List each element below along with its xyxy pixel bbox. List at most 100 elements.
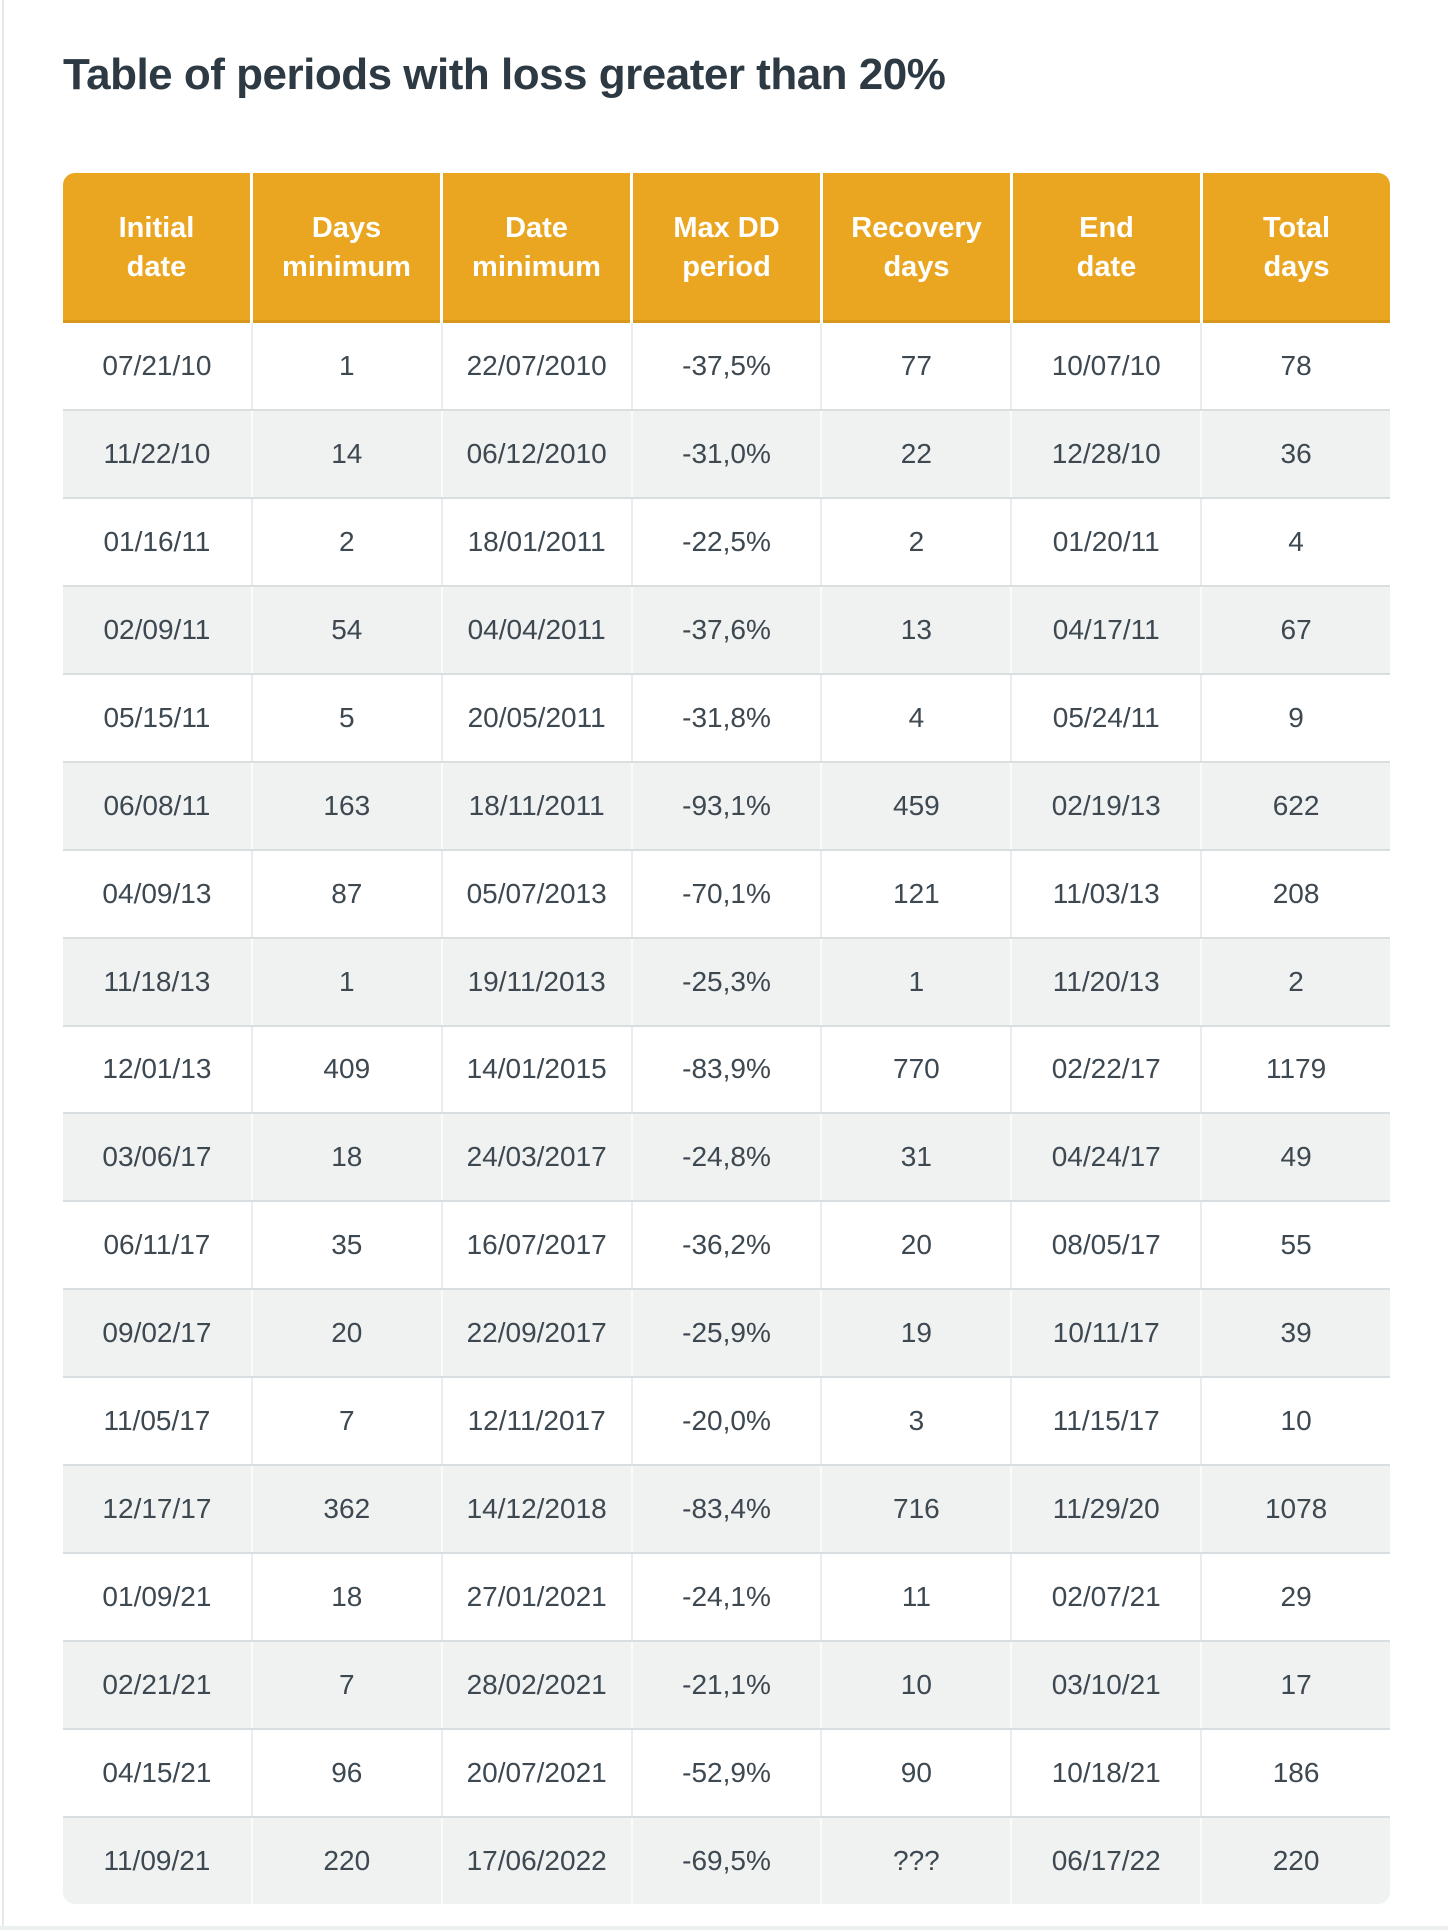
table-cell-total-days: 208 <box>1200 850 1390 937</box>
table-cell-max-dd-period: -70,1% <box>630 850 821 937</box>
table-row: 12/17/17 362 14/12/2018 -83,4% 716 11/29/20 10… <box>63 1464 1390 1553</box>
table-cell-max-dd-period: -22,5% <box>630 498 821 585</box>
column-header-label-line: period <box>682 251 771 283</box>
table-cell-max-dd-period: -83,9% <box>630 1026 821 1113</box>
table-cell-max-dd-period: -69,5% <box>630 1817 821 1904</box>
table-cell-date-minimum: 27/01/2021 <box>440 1554 631 1641</box>
table-cell-max-dd-period: -21,1% <box>630 1642 821 1728</box>
table-cell-initial-date: 02/21/21 <box>102 1669 212 1701</box>
table-cell-max-dd-period: -52,9% <box>630 1730 821 1816</box>
table-cell-total-days: 29 <box>1200 1554 1390 1641</box>
table-cell-date-minimum: 17/06/2022 <box>440 1817 631 1904</box>
table-cell-days-minimum: 7 <box>250 1378 441 1465</box>
column-header-recovery-days: Recovery days <box>820 173 1010 323</box>
table-cell-date-minimum: 18/01/2011 <box>440 498 631 585</box>
table-cell-end-date: 11/15/17 <box>1010 1378 1200 1465</box>
table-cell-total-days: 220 <box>1200 1817 1390 1904</box>
table-cell-recovery-days: 3 <box>820 1378 1010 1465</box>
table-cell-end-date: 04/17/11 <box>1010 586 1200 673</box>
table-cell-end-date: 04/24/17 <box>1010 1114 1200 1201</box>
table-cell-end-date: 03/10/21 <box>1010 1642 1200 1728</box>
table-cell-days-minimum: 20 <box>250 1290 441 1377</box>
table-cell-total-days: 67 <box>1200 586 1390 673</box>
table-cell-end-date: 08/05/17 <box>1010 1202 1200 1289</box>
column-header-label-line: minimum <box>282 251 411 283</box>
table-cell-recovery-days: 1 <box>820 938 1010 1025</box>
table-cell-max-dd-period: -37,5% <box>630 323 821 409</box>
table-row: 01/16/11 2 18/01/2011 -22,5% 2 01/20/11 4 <box>63 496 1390 585</box>
table-cell-days-minimum: 14 <box>250 410 441 497</box>
table-row: 07/21/10 1 22/07/2010 -37,5% 77 10/07/10 78 <box>63 323 1390 409</box>
column-header-label-line: minimum <box>472 251 601 283</box>
column-header-label-line: Initial <box>118 212 195 244</box>
table-cell-date-minimum: 14/12/2018 <box>440 1466 631 1553</box>
table-cell-total-days: 39 <box>1200 1290 1390 1377</box>
table-cell-initial-date: 06/11/17 <box>103 1229 211 1261</box>
table-cell-days-minimum: 35 <box>250 1202 441 1289</box>
table-cell-recovery-days: 121 <box>820 850 1010 937</box>
table-row: 01/09/21 18 27/01/2021 -24,1% 11 02/07/21 29 <box>63 1552 1390 1641</box>
table-row: 04/15/21 96 20/07/2021 -52,9% 90 10/18/21 186 <box>63 1728 1390 1816</box>
table-row: 02/21/21 7 28/02/2021 -21,1% 10 03/10/21 17 <box>63 1640 1390 1728</box>
table-row: 09/02/17 20 22/09/2017 -25,9% 19 10/11/17 39 <box>63 1288 1390 1377</box>
table-cell-days-minimum: 1 <box>250 938 441 1025</box>
table-row: 04/09/13 87 05/07/2013 -70,1% 121 11/03/13 208 <box>63 848 1390 937</box>
column-header-label-line: date <box>126 251 187 283</box>
table-cell-initial-date: 09/02/17 <box>102 1317 212 1349</box>
table-cell-total-days: 1179 <box>1200 1026 1390 1113</box>
table-cell-days-minimum: 2 <box>250 498 441 585</box>
table-row: 03/06/17 18 24/03/2017 -24,8% 31 04/24/17 49 <box>63 1112 1390 1201</box>
column-header-label-line: Max DD <box>673 212 780 244</box>
table-cell-recovery-days: 4 <box>820 674 1010 761</box>
table-cell-end-date: 10/18/21 <box>1010 1730 1200 1816</box>
table-row: 05/15/11 5 20/05/2011 -31,8% 4 05/24/11 9 <box>63 672 1390 761</box>
table-cell-recovery-days: 31 <box>820 1114 1010 1201</box>
table-cell-date-minimum: 06/12/2010 <box>440 410 631 497</box>
table-cell-recovery-days: 11 <box>820 1554 1010 1641</box>
table-cell-recovery-days: 459 <box>820 762 1010 849</box>
column-header-initial-date: Initial date <box>63 173 250 323</box>
page: Table of periods with loss greater than … <box>63 0 1390 1904</box>
table-cell-initial-date: 11/09/21 <box>103 1844 211 1876</box>
table-cell-max-dd-period: -24,1% <box>630 1554 821 1641</box>
table-cell-initial-date: 05/15/11 <box>103 701 211 733</box>
table-cell-max-dd-period: -36,2% <box>630 1202 821 1289</box>
column-header-days-minimum: Days minimum <box>250 173 440 323</box>
table-cell-max-dd-period: -31,8% <box>630 674 821 761</box>
table-cell-end-date: 12/28/10 <box>1010 410 1200 497</box>
table-cell-max-dd-period: -25,3% <box>630 938 821 1025</box>
table-cell-end-date: 10/11/17 <box>1010 1290 1200 1377</box>
table-cell-recovery-days: 2 <box>820 498 1010 585</box>
table-cell-recovery-days: 770 <box>820 1026 1010 1113</box>
table-header-row: Initial date Days minimum Date minimum Max DD p… <box>63 173 1390 323</box>
table-cell-recovery-days: ??? <box>820 1817 1010 1904</box>
table-cell-initial-date: 04/15/21 <box>102 1756 212 1788</box>
table-cell-end-date: 10/07/10 <box>1010 323 1200 409</box>
table-cell-initial-date: 12/01/13 <box>102 1053 212 1085</box>
table-cell-end-date: 11/03/13 <box>1010 850 1200 937</box>
table-row: 11/18/13 1 19/11/2013 -25,3% 1 11/20/13 2 <box>63 936 1390 1025</box>
column-header-label-line: Total <box>1262 212 1331 244</box>
column-header-label-line: days <box>1263 251 1330 283</box>
table-cell-date-minimum: 16/07/2017 <box>440 1202 631 1289</box>
table-cell-days-minimum: 220 <box>250 1817 441 1904</box>
table-cell-recovery-days: 77 <box>820 323 1010 409</box>
table-cell-days-minimum: 18 <box>250 1114 441 1201</box>
table-cell-total-days: 4 <box>1200 498 1390 585</box>
table-cell-end-date: 02/22/17 <box>1010 1026 1200 1113</box>
table-cell-end-date: 11/29/20 <box>1010 1466 1200 1553</box>
table-cell-max-dd-period: -31,0% <box>630 410 821 497</box>
table-cell-date-minimum: 18/11/2011 <box>440 762 631 849</box>
table-row: 02/09/11 54 04/04/2011 -37,6% 13 04/17/11 67 <box>63 584 1390 673</box>
table-cell-end-date: 01/20/11 <box>1010 498 1200 585</box>
table-row: 11/05/17 7 12/11/2017 -20,0% 3 11/15/17 10 <box>63 1376 1390 1465</box>
table-cell-recovery-days: 13 <box>820 586 1010 673</box>
table-cell-total-days: 36 <box>1200 410 1390 497</box>
column-header-label-line: days <box>883 251 950 283</box>
table-cell-days-minimum: 18 <box>250 1554 441 1641</box>
table-cell-date-minimum: 20/07/2021 <box>440 1730 631 1816</box>
table-cell-total-days: 1078 <box>1200 1466 1390 1553</box>
table-cell-days-minimum: 7 <box>250 1642 441 1728</box>
table-cell-days-minimum: 163 <box>250 762 441 849</box>
table-cell-max-dd-period: -25,9% <box>630 1290 821 1377</box>
